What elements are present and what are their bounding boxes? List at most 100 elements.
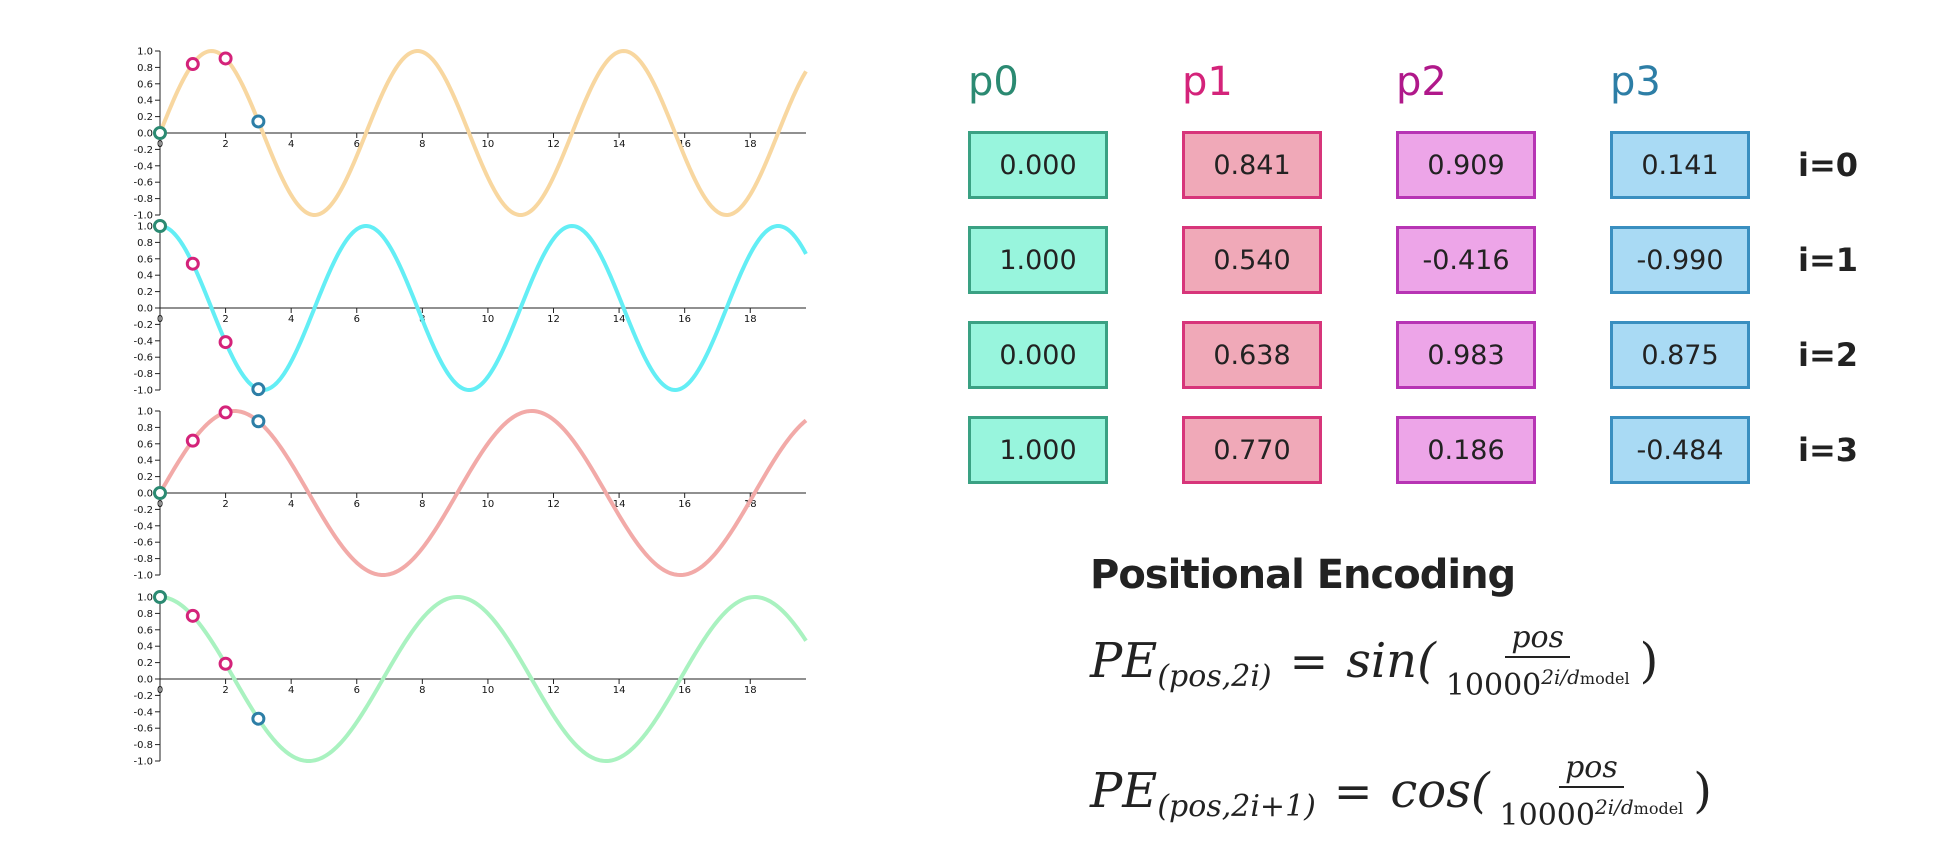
formula-odd-close: ) — [1693, 762, 1713, 819]
x-tick-label: 16 — [678, 685, 691, 696]
x-tick-label: 2 — [222, 139, 228, 150]
y-tick-label: 0.8 — [137, 609, 153, 620]
formula-even: PE (pos,2i) = sin( pos 100002i/dmodel ) — [1090, 618, 1658, 703]
formula-even-close: ) — [1639, 632, 1659, 689]
cell-p0-row2: 0.000 — [968, 321, 1108, 389]
x-tick-label: 12 — [547, 685, 560, 696]
row-label-0: i=0 — [1798, 146, 1859, 184]
formula-even-exp-sub: model — [1579, 669, 1630, 688]
y-tick-label: -0.4 — [133, 161, 153, 172]
y-tick-label: -0.6 — [133, 178, 153, 189]
y-tick-label: 0.6 — [137, 625, 153, 636]
y-tick-label: 0.0 — [137, 675, 153, 686]
x-tick-label: 4 — [288, 499, 294, 510]
y-tick-label: -0.2 — [133, 145, 153, 156]
sample-point-p2 — [218, 656, 233, 671]
y-tick-label: 1.0 — [137, 47, 153, 58]
formula-odd-numerator: pos — [1559, 750, 1624, 788]
x-tick-label: 10 — [482, 139, 495, 150]
x-tick-label: 6 — [354, 139, 360, 150]
cell-p0-row0: 0.000 — [968, 131, 1108, 199]
x-tick-label: 10 — [482, 314, 495, 325]
sample-point-p1 — [185, 57, 200, 72]
x-tick-label: 10 — [482, 499, 495, 510]
y-tick-label: 0.8 — [137, 63, 153, 74]
formula-even-equals: = — [1289, 633, 1329, 688]
cell-p0-row1: 1.000 — [968, 226, 1108, 294]
formula-even-exp-text: 2i/d — [1541, 665, 1580, 689]
y-tick-label: -0.4 — [133, 336, 153, 347]
y-tick-label: 0.6 — [137, 79, 153, 90]
series-curve — [159, 223, 808, 393]
y-tick-label: -0.6 — [133, 724, 153, 735]
y-tick-label: 0.2 — [137, 472, 153, 483]
y-tick-label: 0.4 — [137, 96, 153, 107]
x-tick-label: 16 — [678, 314, 691, 325]
x-tick-label: 4 — [288, 139, 294, 150]
formula-even-subscript: (pos,2i) — [1157, 659, 1272, 694]
sinusoid-plots: 1.0 0.8 0.6 0.4 0.2 0.0 -0.2 -0.4 -0.6 -0.8 -1.0 0 2… — [133, 47, 808, 768]
cell-p3-row1: -0.990 — [1610, 226, 1750, 294]
y-tick-label: -1.0 — [133, 211, 153, 222]
formula-odd-function: cos( — [1390, 762, 1490, 819]
row-label-1: i=1 — [1798, 241, 1859, 279]
y-tick-label: -0.2 — [133, 691, 153, 702]
formula-even-numerator: pos — [1505, 620, 1571, 658]
series-curve — [158, 48, 808, 218]
y-tick-label: -0.4 — [133, 521, 153, 532]
sample-point-p3 — [251, 382, 266, 397]
series-curve — [158, 408, 808, 578]
row-label-3: i=3 — [1798, 431, 1859, 469]
sample-point-p2 — [218, 405, 233, 420]
y-tick-label: 0.2 — [137, 287, 153, 298]
column-header-p0: p0 — [968, 59, 1019, 105]
y-tick-label: 0.2 — [137, 112, 153, 123]
y-tick-label: -0.8 — [133, 740, 153, 751]
formula-even-function: sin( — [1346, 632, 1436, 689]
y-tick-label: 0.4 — [137, 642, 153, 653]
x-tick-label: 12 — [547, 314, 560, 325]
formula-odd-fraction: pos 100002i/dmodel — [1496, 750, 1688, 835]
y-tick-label: 0.0 — [137, 489, 153, 500]
sample-point-p3 — [251, 414, 266, 429]
x-tick-label: 6 — [354, 685, 360, 696]
x-tick-label: 2 — [222, 314, 228, 325]
x-tick-label: 6 — [354, 499, 360, 510]
x-tick-label: 0 — [157, 499, 163, 510]
y-tick-label: 0.0 — [137, 129, 153, 140]
plot-2: 1.0 0.8 0.6 0.4 0.2 0.0 -0.2 -0.4 -0.6 -0.8 -1.0 0 2… — [133, 405, 808, 582]
cell-p1-row2: 0.638 — [1182, 321, 1322, 389]
y-tick-label: 0.4 — [137, 456, 153, 467]
sample-point-p1 — [185, 256, 200, 271]
y-tick-label: -1.0 — [133, 757, 153, 768]
formula-odd-exponent: 2i/dmodel — [1595, 795, 1683, 819]
y-tick-label: -0.8 — [133, 194, 153, 205]
cell-p3-row3: -0.484 — [1610, 416, 1750, 484]
column-header-p2: p2 — [1396, 59, 1447, 105]
x-tick-label: 18 — [744, 685, 757, 696]
formula-odd-lhs: PE — [1090, 762, 1158, 819]
cell-p1-row1: 0.540 — [1182, 226, 1322, 294]
y-tick-label: 0.8 — [137, 238, 153, 249]
x-tick-label: 12 — [547, 139, 560, 150]
cell-p2-row2: 0.983 — [1396, 321, 1536, 389]
formula-odd-exp-sub: model — [1633, 799, 1684, 818]
sample-point-p0 — [153, 126, 167, 140]
cell-p1-row3: 0.770 — [1182, 416, 1322, 484]
cell-p3-row2: 0.875 — [1610, 321, 1750, 389]
formula-odd: PE (pos,2i+1) = cos( pos 100002i/dmodel … — [1090, 748, 1712, 833]
y-tick-label: -0.6 — [133, 353, 153, 364]
y-tick-label: 0.8 — [137, 423, 153, 434]
y-tick-label: 0.0 — [137, 304, 153, 315]
y-tick-label: 0.4 — [137, 271, 153, 282]
cell-p2-row1: -0.416 — [1396, 226, 1536, 294]
formula-even-lhs: PE — [1090, 632, 1158, 689]
y-tick-label: 1.0 — [137, 593, 153, 604]
x-tick-label: 4 — [288, 685, 294, 696]
row-label-2: i=2 — [1798, 336, 1859, 374]
cell-p2-row3: 0.186 — [1396, 416, 1536, 484]
positional-encoding-title: Positional Encoding — [1090, 552, 1516, 598]
y-tick-label: 0.6 — [137, 254, 153, 265]
x-tick-label: 2 — [222, 685, 228, 696]
y-tick-label: 1.0 — [137, 222, 153, 233]
